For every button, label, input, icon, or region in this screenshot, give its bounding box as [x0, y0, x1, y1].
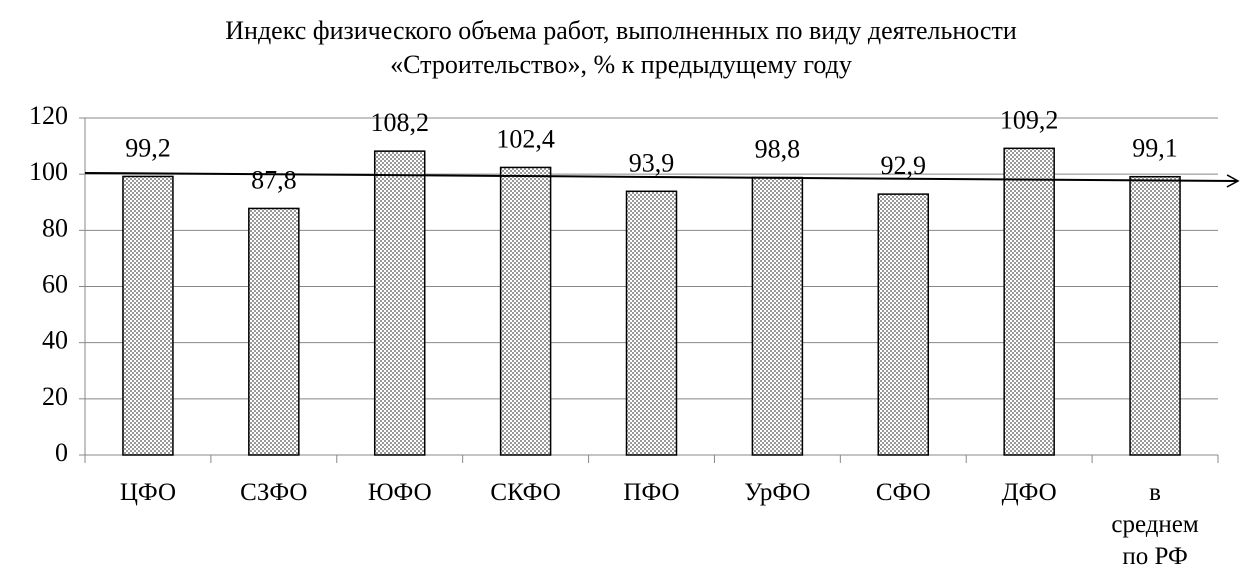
bar — [1003, 147, 1055, 456]
data-label: 93,9 — [629, 148, 675, 177]
x-tick-label: в среднем по РФ — [1111, 479, 1199, 570]
x-tick-label: ПФО — [623, 479, 680, 506]
x-tick-label: СКФО — [490, 479, 561, 506]
x-tick-label: СФО — [875, 479, 931, 506]
y-tick-label: 60 — [42, 269, 68, 298]
bar — [751, 176, 804, 456]
x-tick-label: ДФО — [1001, 479, 1057, 506]
trend-line — [84, 172, 1240, 188]
data-label: 99,2 — [125, 133, 171, 162]
x-tick-label: СЗФО — [240, 479, 308, 506]
data-label: 92,9 — [881, 151, 927, 180]
chart-title: Индекс физического объема работ, выполне… — [225, 16, 1017, 79]
bar — [1129, 175, 1181, 456]
data-label: 98,8 — [755, 135, 801, 164]
bar — [373, 150, 426, 456]
bar — [877, 193, 930, 456]
data-label: 109,2 — [1000, 105, 1059, 134]
bar — [625, 190, 678, 456]
data-label: 87,8 — [251, 165, 297, 194]
y-tick-label: 0 — [55, 438, 68, 467]
data-label: 99,1 — [1132, 134, 1178, 163]
x-tick-label: ЮФО — [367, 479, 432, 506]
y-tick-label: 120 — [29, 101, 68, 130]
y-tick-label: 40 — [42, 326, 68, 355]
bar — [499, 166, 552, 456]
y-tick-label: 100 — [29, 157, 68, 186]
bar — [248, 207, 300, 456]
x-tick-label: ЦФО — [119, 479, 177, 506]
bar — [122, 175, 174, 456]
data-label: 102,4 — [496, 124, 555, 153]
data-label: 108,2 — [370, 108, 429, 137]
x-tick-label: УрФО — [744, 479, 811, 506]
y-tick-label: 20 — [42, 382, 68, 411]
y-tick-label: 80 — [42, 213, 68, 242]
